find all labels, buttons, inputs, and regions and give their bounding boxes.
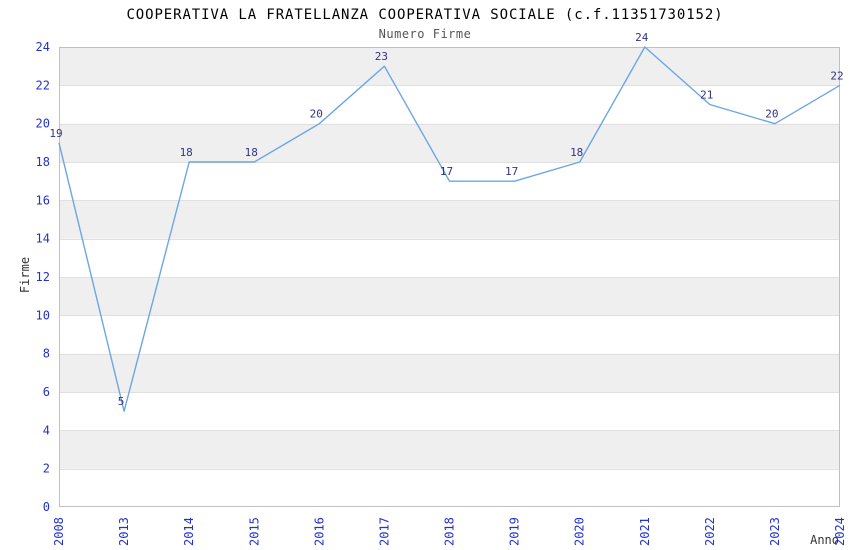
y-tick-label: 0 bbox=[43, 500, 50, 514]
data-point-label: 21 bbox=[700, 89, 713, 102]
y-tick-label: 6 bbox=[43, 385, 50, 399]
x-tick-label: 2016 bbox=[312, 517, 326, 546]
data-point-label: 5 bbox=[118, 395, 125, 408]
y-tick-label: 22 bbox=[36, 78, 50, 92]
x-axis-title: Anno bbox=[810, 533, 839, 547]
x-tick-label: 2017 bbox=[377, 517, 391, 546]
x-tick-label: 2019 bbox=[508, 517, 522, 546]
x-tick-label: 2023 bbox=[768, 517, 782, 546]
x-tick-label: 2013 bbox=[117, 517, 131, 546]
plot-band bbox=[59, 85, 840, 124]
y-tick-label: 4 bbox=[43, 423, 50, 437]
data-point-label: 20 bbox=[310, 108, 323, 121]
y-tick-label: 8 bbox=[43, 347, 50, 361]
plot-band bbox=[59, 200, 840, 239]
y-tick-label: 2 bbox=[43, 462, 50, 476]
chart-subtitle: Numero Firme bbox=[378, 27, 472, 41]
x-tick-label: 2024 bbox=[833, 517, 847, 546]
plot-band bbox=[59, 392, 840, 431]
data-point-label: 19 bbox=[49, 127, 62, 140]
data-point-label: 18 bbox=[245, 146, 258, 159]
plot-band bbox=[59, 315, 840, 354]
x-tick-label: 2022 bbox=[703, 517, 717, 546]
y-tick-label: 16 bbox=[36, 193, 50, 207]
plot-border bbox=[59, 47, 840, 507]
y-tick-label: 14 bbox=[36, 232, 50, 246]
x-tick-label: 2021 bbox=[638, 517, 652, 546]
data-point-label: 23 bbox=[375, 50, 388, 63]
plot-band bbox=[59, 47, 840, 86]
data-point-label: 18 bbox=[570, 146, 583, 159]
plot-band bbox=[59, 430, 840, 469]
data-point-label: 24 bbox=[635, 31, 649, 44]
y-tick-label: 20 bbox=[36, 117, 50, 131]
data-point-label: 22 bbox=[830, 69, 843, 82]
plot-band bbox=[59, 277, 840, 316]
x-tick-label: 2018 bbox=[443, 517, 457, 546]
plot-band bbox=[59, 123, 840, 162]
x-tick-label: 2020 bbox=[573, 517, 587, 546]
data-point-label: 17 bbox=[440, 165, 453, 178]
y-tick-label: 12 bbox=[36, 270, 50, 284]
x-tick-label: 2015 bbox=[247, 517, 261, 546]
data-point-label: 18 bbox=[180, 146, 193, 159]
y-tick-label: 24 bbox=[36, 40, 50, 54]
x-tick-label: 2008 bbox=[52, 517, 66, 546]
plot-band bbox=[59, 468, 840, 507]
x-tick-label: 2014 bbox=[182, 517, 196, 546]
plot-band bbox=[59, 238, 840, 277]
data-point-label: 20 bbox=[765, 108, 778, 121]
y-tick-label: 18 bbox=[36, 155, 50, 169]
data-line bbox=[58, 46, 841, 412]
plot-band bbox=[59, 353, 840, 392]
chart-title: COOPERATIVA LA FRATELLANZA COOPERATIVA S… bbox=[126, 7, 724, 23]
y-tick-label: 10 bbox=[36, 308, 50, 322]
data-point-label: 17 bbox=[505, 165, 518, 178]
